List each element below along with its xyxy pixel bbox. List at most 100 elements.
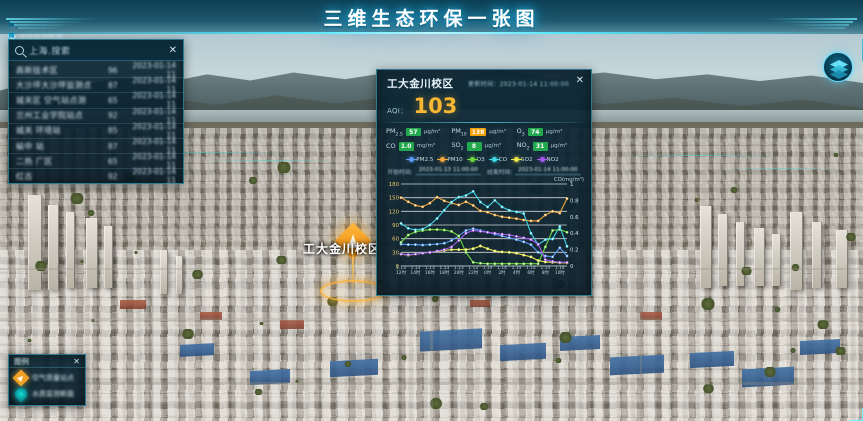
pollutant-key: PM2.5: [386, 127, 403, 138]
chart-data-point: [515, 234, 518, 238]
timeseries-chart[interactable]: CO(mg/m³) 0 30 60 90 120 150 180 0 0.2 0.4 0.6 0.8 1…: [381, 177, 589, 286]
legend-item[interactable]: NO2: [536, 157, 559, 163]
layers-glyph: [830, 60, 848, 79]
pollutant-unit: μg/m³: [484, 143, 502, 150]
legend-label: O3: [476, 156, 485, 163]
chart-data-point: [442, 199, 446, 202]
chart-data-point: [551, 228, 554, 232]
detail-station-name: 工大金川校区: [387, 78, 454, 90]
chart-x-tick: 1.14 8时: [540, 265, 551, 276]
legend-item[interactable]: O3: [466, 156, 485, 163]
date-range-controls[interactable]: 开始时间: 2023-01-13 11:00:00 结束时间: 2023-01-…: [377, 163, 591, 176]
pollutant-key: PM10: [451, 127, 467, 138]
chart-data-point: [471, 203, 475, 207]
chart-data-point: [435, 242, 439, 246]
building: [86, 210, 95, 216]
aqi-label: AQI：: [387, 107, 408, 115]
header-ornament-left: [0, 18, 110, 32]
boundary-line: [720, 168, 840, 169]
chart-x-tick: 1.14 10时: [554, 265, 565, 276]
chart-y-tick-right: 0.4: [570, 231, 579, 237]
building: [86, 218, 98, 288]
map-legend-title: 图例: [14, 356, 29, 366]
building: [500, 342, 546, 362]
pollutant-unit: μg/m³: [550, 143, 568, 150]
legend-color-dot: [437, 157, 449, 163]
station-search-panel[interactable]: 上海.搜索 ✕ 高新技术区 96 2023-01-14 11 大沙坪大沙坪监测点 87 2…: [8, 39, 184, 187]
end-date-field[interactable]: 结束时间: 2023-01-14 11:00:00: [487, 167, 581, 176]
chart-data-point: [529, 255, 533, 258]
station-list[interactable]: 高新技术区 96 2023-01-14 11 大沙坪大沙坪监测点 87 2023-01-1…: [9, 61, 183, 187]
close-icon[interactable]: ✕: [575, 75, 584, 86]
building: [610, 354, 664, 376]
station-list-item[interactable]: 兰州工业学院站点 92 2023-01-14 11: [9, 107, 183, 125]
legend-color-dot: [511, 157, 523, 163]
station-list-item[interactable]: 红古 92 2023-01-14 11: [9, 167, 183, 185]
building: [762, 366, 777, 377]
legend-item[interactable]: SO2: [511, 157, 533, 163]
building: [730, 186, 739, 193]
station-list-item[interactable]: 高新技术区 96 2023-01-14 11: [9, 61, 183, 79]
chart-y-tick-right: 0.6: [570, 214, 579, 220]
search-bar[interactable]: 上海.搜索 ✕: [9, 40, 183, 61]
chart-series-line: [400, 229, 567, 263]
station-list-item[interactable]: 城关 环境站 85 2023-01-14 11: [9, 121, 183, 140]
chart-data-point: [406, 242, 410, 246]
chart-data-point: [450, 247, 453, 251]
end-date-value[interactable]: 2023-01-14 11:00:00: [515, 167, 581, 176]
station-list-item[interactable]: 大沙坪大沙坪监测点 87 2023-01-14 11: [9, 76, 183, 94]
chart-data-point: [522, 218, 526, 221]
chart-data-point: [529, 261, 533, 265]
header-ornament-right: [753, 18, 863, 32]
building: [844, 232, 857, 242]
chart-data-point: [500, 261, 504, 265]
building: [790, 264, 800, 271]
station-list-item[interactable]: 榆中 站 87 2023-01-14 11: [9, 137, 183, 155]
legend-label: PM2.5: [416, 156, 434, 163]
chart-data-point: [551, 259, 554, 263]
legend-item[interactable]: PM2.5: [406, 156, 434, 163]
chart-data-point: [536, 219, 540, 222]
chart-data-point: [471, 228, 475, 232]
layers-icon[interactable]: [823, 52, 853, 82]
chart-data-point: [428, 201, 432, 205]
map-legend-panel[interactable]: 图例 ✕ 空气质量站点水质监测断面: [8, 354, 86, 406]
building: [330, 358, 378, 378]
station-list-item[interactable]: 城关区 空气站点测 65 2023-01-14 11: [9, 91, 183, 109]
map-legend-close-icon[interactable]: ✕: [73, 356, 80, 366]
building: [478, 402, 489, 410]
building: [640, 312, 662, 320]
station-detail-panel[interactable]: 工大金川校区 更新时间：2023-01-14 11:00:00 ✕ AQI： 1…: [376, 69, 592, 296]
search-clear-button[interactable]: ✕: [168, 44, 177, 56]
detail-timestamp: 更新时间：2023-01-14 11:00:00: [468, 79, 569, 88]
chart-data-point: [515, 216, 518, 220]
start-date-value[interactable]: 2023-01-13 11:00:00: [415, 167, 481, 176]
chart-x-axis-labels: 1.13 12时 1.13 14时 1.13 16时 1.13 18时 1.13 20时 1.13 2…: [381, 266, 589, 282]
legend-item[interactable]: PM10: [437, 156, 463, 163]
building: [708, 381, 714, 385]
legend-label: PM10: [447, 156, 463, 163]
chart-data-point: [493, 249, 497, 252]
map-legend-item: 水质监测断面: [9, 384, 85, 403]
start-date-field[interactable]: 开始时间: 2023-01-13 11:00:00: [387, 167, 481, 176]
building: [557, 332, 574, 344]
search-input[interactable]: 上海.搜索: [29, 46, 71, 57]
building: [812, 222, 822, 288]
pollutant-item: O3 74 μg/m³: [517, 127, 582, 137]
station-time: 2023-01-14 11: [132, 121, 176, 140]
chart-y-tick-right: 0.2: [570, 247, 579, 253]
legend-label: CO: [498, 156, 508, 163]
chart-data-point: [428, 227, 432, 231]
chart-data-point: [421, 243, 425, 247]
map-legend-label: 空气质量站点: [32, 374, 74, 382]
pollutant-unit: μg/m³: [489, 129, 506, 136]
building: [700, 206, 712, 288]
chart-legend[interactable]: PM2.5 PM10 O3 CO SO2 NO2: [377, 152, 591, 163]
chart-x-tick: 1.13 12时: [396, 265, 406, 276]
chart-y-tick-left: 60: [392, 236, 399, 242]
building: [150, 150, 153, 421]
chart-data-point: [478, 261, 482, 265]
legend-item[interactable]: CO: [488, 156, 508, 163]
station-list-item[interactable]: 二热 厂区 65 2023-01-14 11: [9, 152, 183, 170]
building: [430, 295, 439, 302]
